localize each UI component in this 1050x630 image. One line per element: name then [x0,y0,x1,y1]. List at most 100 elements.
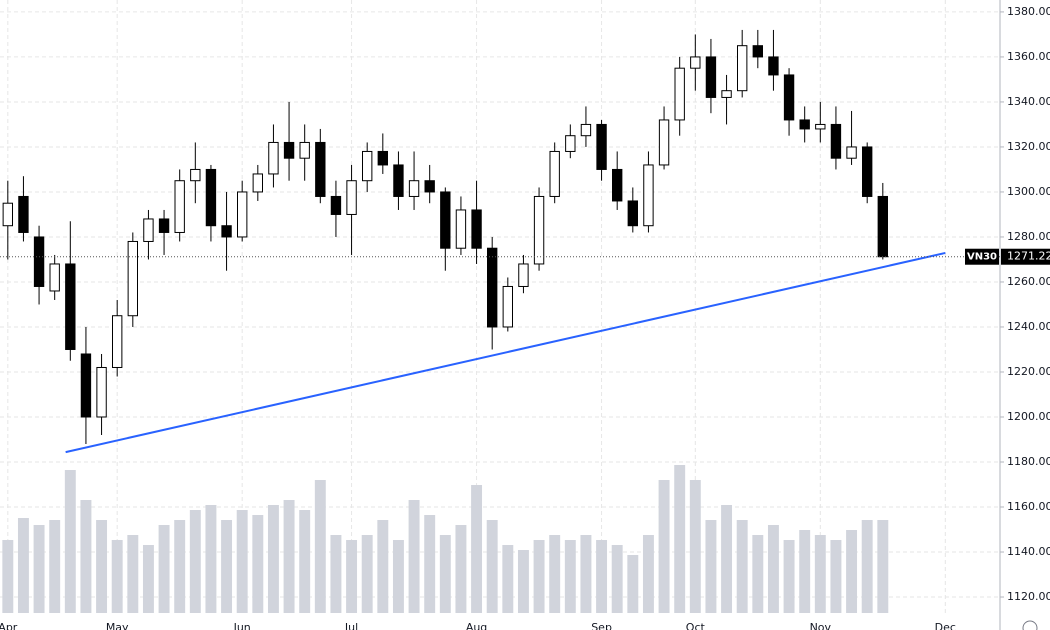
x-tick-label: Jul [344,621,358,630]
volume-bar [96,520,108,613]
y-tick-label: 1320.00 [1007,140,1050,153]
candle-body [721,90,732,98]
y-tick-label: 1300.00 [1007,185,1050,198]
candle-body [174,180,185,233]
x-tick-label: Jun [233,621,251,630]
candle-body [65,263,76,350]
volume-bar [127,535,139,613]
candle-body [768,56,779,76]
y-tick-label: 1240.00 [1007,320,1050,333]
volume-bar [2,540,14,613]
volume-bar [17,518,29,613]
candle-body [549,150,560,197]
candle-body [377,150,388,166]
x-tick-label: May [106,621,129,630]
y-tick-label: 1360.00 [1007,50,1050,63]
candle-body [830,123,842,159]
candle-body [346,180,357,215]
candle-body [80,353,92,418]
volume-bar [471,485,483,613]
candle-body [658,119,670,166]
volume-bar [236,510,248,613]
candle-body [799,119,810,130]
volume-bar [142,545,154,613]
candle-body [252,173,263,193]
volume-bar [830,540,842,613]
volume-bar [283,500,295,613]
volume-bar [49,520,61,613]
volume-bar [611,545,623,613]
volume-bar [861,520,873,613]
volume-bar [580,535,592,613]
volume-bar [689,480,701,613]
volume-bar [314,480,326,613]
candle-body [533,195,545,265]
volume-bar [517,550,529,613]
candle-body [330,195,342,215]
volume-bar [752,535,764,613]
volume-bar [392,540,404,613]
candle-body [49,263,60,292]
trend-line [65,251,946,454]
candle-body [112,315,123,368]
candle-body [690,56,701,69]
candle-body [580,123,592,137]
candle-body [143,218,154,242]
candle-body [877,195,888,258]
x-tick-label: Dec [935,621,956,630]
x-tick-label: Sep [591,621,612,630]
candle-body [596,123,607,170]
candle-body [471,209,482,249]
volume-bar [549,535,561,613]
y-tick-label: 1160.00 [1007,500,1050,513]
volume-bar [596,540,608,613]
volume-bar [299,510,311,613]
candle-body [487,247,498,328]
volume-bar [205,505,217,613]
candle-body [2,202,13,227]
volume-bar [846,530,858,613]
candle-body [190,168,201,182]
candle-body [393,164,404,197]
x-tick-label: Nov [810,621,832,630]
candle-body [33,236,45,287]
volume-bar [658,480,670,613]
candle-body [237,191,248,238]
x-tick-label: Oct [686,621,706,630]
volume-bar [267,505,279,613]
candle-body [455,209,467,249]
volume-bar [705,520,717,613]
y-tick-label: 1340.00 [1007,95,1050,108]
candle-body [158,218,170,233]
y-tick-label: 1260.00 [1007,275,1050,288]
volume-bar [252,515,264,613]
candle-body [643,164,654,227]
volume-bar [877,520,889,613]
volume-bar [674,465,686,613]
candle-body [674,67,685,121]
volume-bar [767,525,779,613]
price-label: 1271.22 [1007,250,1050,263]
settings-button[interactable] [1022,620,1038,630]
candle-body [815,123,826,130]
y-tick-label: 1380.00 [1007,5,1050,18]
volume-bar [377,520,389,613]
candle-body [221,225,232,238]
x-tick-label: Aug [466,621,487,630]
x-tick-label: Apr [0,621,18,630]
candle-body [612,168,623,202]
candle-body [440,191,451,249]
volume-bar [564,540,576,613]
candle-body [518,263,529,287]
volume-bar [455,525,467,613]
candle-body [502,285,513,328]
price-tag [1001,248,1050,265]
y-tick-label: 1200.00 [1007,410,1050,423]
candle-body [846,146,857,159]
volume-bar [627,555,639,613]
candle-body [752,45,763,58]
candle-body [565,135,576,152]
volume-bar [33,525,45,613]
candle-body [18,195,29,233]
candle-body [315,141,326,197]
